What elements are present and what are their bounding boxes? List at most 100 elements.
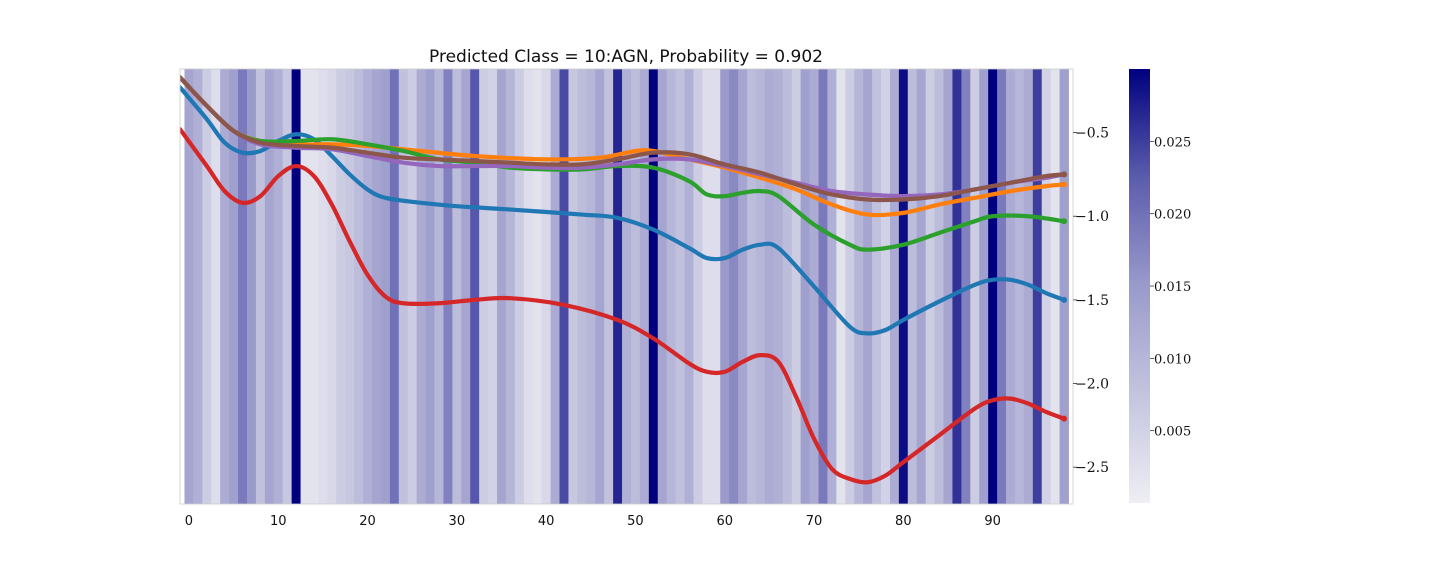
heatmap-cell xyxy=(773,69,784,504)
heatmap-cell xyxy=(934,69,944,504)
heatmap-cell xyxy=(273,69,284,504)
x-tick-label: 20 xyxy=(359,514,376,529)
heatmap-cell xyxy=(997,69,1007,504)
x-tick-label: 50 xyxy=(627,514,644,529)
series-lines xyxy=(180,75,1068,485)
heatmap-cell xyxy=(255,69,266,504)
heatmap-cell xyxy=(264,69,275,504)
heatmap-cell xyxy=(532,69,543,504)
heatmap-cell xyxy=(505,69,516,504)
heatmap-cell xyxy=(604,69,614,504)
heatmap-cell xyxy=(657,69,668,504)
heatmap-cell xyxy=(229,69,239,504)
heatmap-cell xyxy=(345,69,355,504)
colorbar xyxy=(1129,69,1150,503)
heatmap-cell xyxy=(407,69,418,504)
x-tick-label: 70 xyxy=(806,514,823,529)
x-tick-label: 40 xyxy=(538,514,555,529)
heatmap-cell xyxy=(630,69,641,504)
heatmap-cell xyxy=(836,69,846,504)
heatmap-cell xyxy=(550,69,560,504)
heatmap-background xyxy=(184,69,1069,504)
colorbar-tick-label: 0.015 xyxy=(1154,280,1191,295)
heatmap-cell xyxy=(425,69,435,504)
series-end-point-2 xyxy=(1061,181,1068,188)
heatmap-cell xyxy=(738,69,748,504)
y-axis-ticks: −0.5 −1.0 −1.5 −2.0 −2.5 xyxy=(1073,126,1109,476)
heatmap-cell xyxy=(461,69,471,504)
chart-title: Predicted Class = 10:AGN, Probability = … xyxy=(429,47,823,67)
heatmap-cell xyxy=(443,69,453,504)
series-end-point-6 xyxy=(1061,171,1068,178)
heatmap-cell xyxy=(702,69,712,504)
heatmap-cell xyxy=(309,69,319,504)
heatmap-cell xyxy=(764,69,775,504)
heatmap-cell xyxy=(389,69,400,504)
x-tick-label: 0 xyxy=(185,514,193,529)
x-axis-ticks: 0 10 20 30 40 50 60 70 80 90 xyxy=(185,514,1001,529)
heatmap-cell xyxy=(514,69,525,504)
series-line-6 xyxy=(180,75,1067,203)
heatmap-cell xyxy=(925,69,935,504)
x-tick-label: 90 xyxy=(984,514,1001,529)
heatmap-cell xyxy=(1014,69,1025,504)
heatmap-cell xyxy=(639,69,650,504)
series-line-4 xyxy=(180,127,1067,485)
heatmap-cell xyxy=(1006,69,1016,504)
heatmap-cell xyxy=(479,69,489,504)
heatmap-cell xyxy=(282,69,293,504)
heatmap-cell xyxy=(291,69,301,504)
heatmap-cell xyxy=(380,69,391,504)
heatmap-cell xyxy=(202,69,212,504)
colorbar-tick-label: 0.025 xyxy=(1154,135,1191,150)
heatmap-cell xyxy=(300,69,310,504)
heatmap-cell xyxy=(755,69,766,504)
heatmap-cell xyxy=(470,69,480,504)
heatmap-cell xyxy=(595,69,605,504)
x-tick-label: 30 xyxy=(449,514,466,529)
heatmap-cell xyxy=(577,69,587,504)
heatmap-cell xyxy=(952,69,962,504)
heatmap-cell xyxy=(318,69,328,504)
y-tick-label: −0.5 xyxy=(1075,126,1109,142)
series-end-point-3 xyxy=(1061,218,1068,225)
series-end-point-4 xyxy=(1061,415,1068,422)
y-tick-label: −2.0 xyxy=(1075,377,1109,393)
heatmap-cell xyxy=(854,69,864,504)
heatmap-cell xyxy=(1050,69,1060,504)
y-tick-label: −2.5 xyxy=(1075,460,1109,476)
heatmap-cell xyxy=(1032,69,1043,504)
x-tick-label: 60 xyxy=(716,514,733,529)
series-end-point-1 xyxy=(1061,296,1068,303)
heatmap-cell xyxy=(452,69,462,504)
series-line-1 xyxy=(180,85,1067,336)
x-tick-label: 80 xyxy=(895,514,912,529)
heatmap-cell xyxy=(246,69,257,504)
heatmap-cell xyxy=(711,69,721,504)
series-line-3 xyxy=(180,75,1067,252)
heatmap-cell xyxy=(881,69,891,504)
heatmap-cell xyxy=(488,69,498,504)
heatmap-cell xyxy=(193,69,203,504)
heatmap-cell xyxy=(648,69,659,504)
plot-frame xyxy=(179,68,1074,505)
colorbar-ticks: 0.005 0.010 0.015 0.020 0.025 xyxy=(1150,135,1191,440)
heatmap-cell xyxy=(791,69,802,504)
y-tick-label: −1.5 xyxy=(1075,293,1109,309)
heatmap-cell xyxy=(729,69,739,504)
heatmap-cell xyxy=(907,69,918,504)
heatmap-cell xyxy=(889,69,900,504)
heatmap-cell xyxy=(1041,69,1052,504)
heatmap-cell xyxy=(523,69,534,504)
heatmap-cell xyxy=(675,69,685,504)
heatmap-cell xyxy=(827,69,837,504)
heatmap-cell xyxy=(872,69,882,504)
heatmap-cell xyxy=(666,69,677,504)
heatmap-cell xyxy=(988,69,998,504)
heatmap-cell xyxy=(586,69,596,504)
heatmap-cell xyxy=(943,69,953,504)
heatmap-cell xyxy=(559,69,569,504)
heatmap-cell xyxy=(693,69,703,504)
heatmap-cell xyxy=(336,69,346,504)
y-tick-label: −1.0 xyxy=(1075,209,1109,225)
